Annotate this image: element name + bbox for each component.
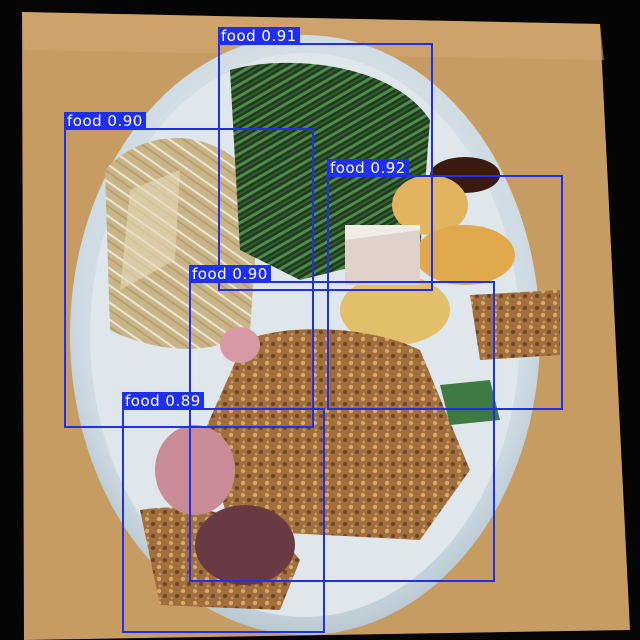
detection-label-2: food 0.90 [64, 112, 146, 130]
detection-box-4 [189, 281, 495, 582]
detection-box-3 [327, 175, 563, 410]
detection-box-5 [122, 408, 325, 633]
detection-label-1: food 0.91 [218, 27, 300, 45]
detection-label-3: food 0.92 [327, 159, 409, 177]
detection-box-1 [218, 43, 433, 291]
detection-label-4: food 0.90 [189, 265, 271, 283]
detection-label-5: food 0.89 [122, 392, 204, 410]
